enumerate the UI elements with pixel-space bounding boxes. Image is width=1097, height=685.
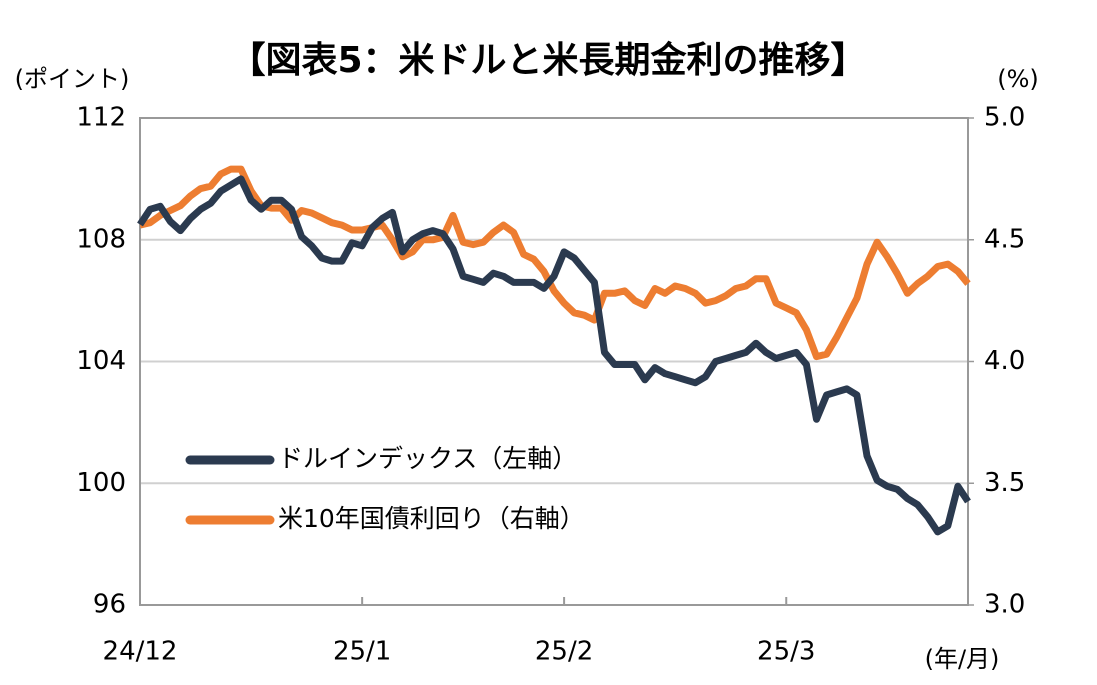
y-tick-label: 96 <box>93 590 126 620</box>
y2-tick-label: 3.0 <box>984 590 1025 620</box>
x-tick-label: 25/3 <box>757 637 815 667</box>
y-tick-label: 104 <box>76 346 126 376</box>
y2-tick-label: 5.0 <box>984 103 1025 133</box>
y2-tick-label: 4.0 <box>984 346 1025 376</box>
x-tick-label: 25/1 <box>333 637 391 667</box>
series-line <box>139 165 971 361</box>
legend-label: 米10年国債利回り（右軸） <box>278 504 585 533</box>
chart-title: 【図表5：米ドルと米長期金利の推移】 <box>229 39 866 81</box>
y2-tick-label: 4.5 <box>984 224 1025 254</box>
plot-frame <box>139 117 969 606</box>
x-tick-label: 24/12 <box>103 637 178 667</box>
x-tick-label: 25/2 <box>535 637 593 667</box>
y-tick-label: 100 <box>76 468 126 498</box>
legend-label: ドルインデックス（左軸） <box>278 444 577 473</box>
y2-tick-label: 3.5 <box>984 468 1025 498</box>
y2-axis-label: (%) <box>997 65 1039 93</box>
y-tick-label: 112 <box>76 103 126 133</box>
series-line <box>137 175 971 536</box>
x-axis-label: (年/月) <box>925 645 1000 673</box>
y-axis-label: (ポイント) <box>15 65 130 93</box>
y-tick-label: 108 <box>76 224 126 254</box>
